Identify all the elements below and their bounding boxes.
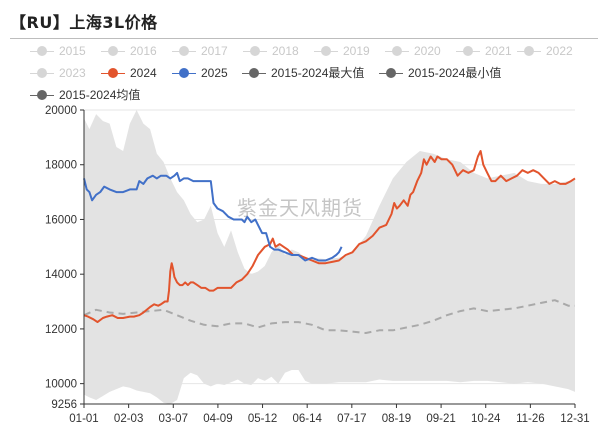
legend-label: 2015 bbox=[59, 44, 86, 58]
legend-swatch-icon bbox=[30, 45, 54, 57]
x-tick-label: 01-01 bbox=[69, 413, 98, 425]
max-min-band bbox=[84, 110, 575, 404]
x-tick-label: 10-24 bbox=[471, 413, 501, 425]
legend-swatch-icon bbox=[101, 45, 125, 57]
legend-label: 2019 bbox=[343, 44, 370, 58]
axes: 9256 10000 12000 14000 16000 18000 20000 01-01 0… bbox=[45, 105, 590, 425]
legend-swatch-icon bbox=[243, 45, 267, 57]
legend-swatch-icon bbox=[101, 67, 125, 79]
y-tick-label: 18000 bbox=[45, 160, 77, 172]
x-tick-label: 09-21 bbox=[426, 413, 455, 425]
legend-swatch-icon bbox=[379, 67, 403, 79]
legend-label: 2022 bbox=[546, 44, 573, 58]
legend-label: 2015-2024最小值 bbox=[408, 66, 502, 80]
legend-swatch-icon bbox=[385, 45, 409, 57]
y-tick-label: 20000 bbox=[45, 105, 77, 117]
legend-swatch-icon bbox=[172, 67, 196, 79]
legend-label: 2018 bbox=[272, 44, 299, 58]
legend-label: 2015-2024均值 bbox=[59, 88, 141, 102]
legend-label: 2017 bbox=[201, 44, 228, 58]
legend-swatch-icon bbox=[172, 45, 196, 57]
legend-label: 2021 bbox=[485, 44, 512, 58]
title-divider bbox=[10, 38, 598, 39]
x-tick-label: 02-03 bbox=[114, 413, 143, 425]
legend-label: 2015-2024最大值 bbox=[271, 66, 365, 80]
series-lines bbox=[83, 150, 576, 334]
legend-swatch-icon bbox=[30, 89, 54, 101]
y-tick-label: 9256 bbox=[51, 399, 77, 411]
x-tick-label: 08-19 bbox=[382, 413, 411, 425]
x-tick-label: 06-14 bbox=[292, 413, 322, 425]
x-tick-label: 03-07 bbox=[159, 413, 188, 425]
legend-label: 2020 bbox=[414, 44, 441, 58]
series-mean-line bbox=[83, 299, 575, 334]
y-tick-label: 12000 bbox=[45, 324, 77, 336]
chart-title: 【RU】上海3L价格 bbox=[10, 13, 158, 32]
legend-label: 2025 bbox=[201, 66, 228, 80]
x-tick-label: 12-31 bbox=[560, 413, 589, 425]
series-2025-line bbox=[83, 171, 343, 262]
x-tick-label: 04-09 bbox=[203, 413, 232, 425]
legend-label: 2016 bbox=[130, 44, 157, 58]
legend-swatch-icon bbox=[517, 45, 541, 57]
legend-swatch-icon bbox=[456, 45, 480, 57]
band-area bbox=[84, 110, 575, 404]
x-tick-label: 11-26 bbox=[516, 413, 545, 425]
x-tick-label: 07-17 bbox=[337, 413, 366, 425]
y-tick-label: 14000 bbox=[45, 269, 77, 281]
legend-swatch-icon bbox=[30, 67, 54, 79]
legend-swatch-icon bbox=[242, 67, 266, 79]
legend-label: 2024 bbox=[130, 66, 157, 80]
x-tick-label: 05-12 bbox=[248, 413, 277, 425]
watermark: 紫金天风期货 bbox=[237, 196, 363, 220]
chart-legend: 2015 2016 2017 2018 2019 2020 2021 2022 2023 2024… bbox=[0, 40, 609, 110]
legend-swatch-icon bbox=[314, 45, 338, 57]
y-tick-label: 16000 bbox=[45, 214, 77, 226]
y-tick-label: 10000 bbox=[45, 379, 77, 391]
legend-label: 2023 bbox=[59, 66, 86, 80]
